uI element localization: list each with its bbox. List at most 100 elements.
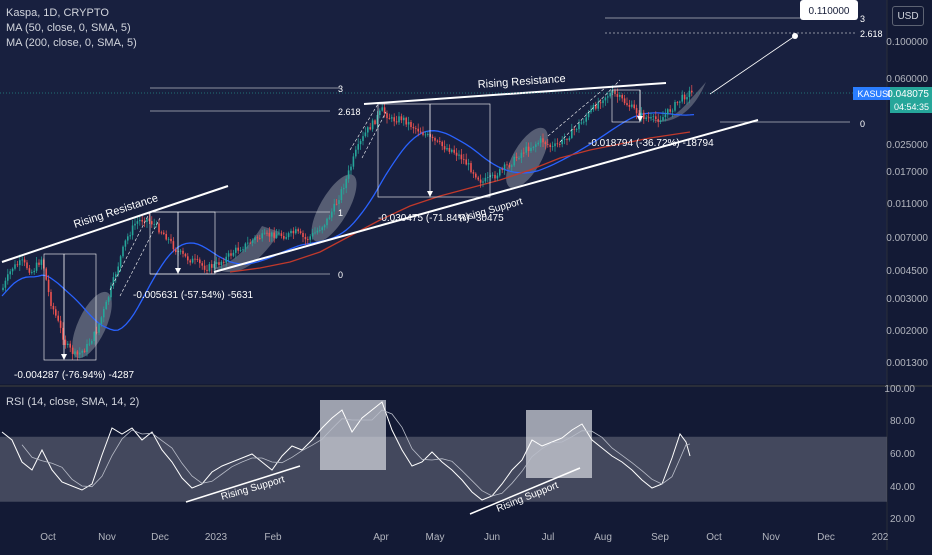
candle-body (167, 238, 170, 240)
candle-body (223, 261, 225, 263)
candle-body (405, 117, 407, 125)
candle-body (659, 120, 662, 122)
candle-body (631, 104, 633, 107)
candle-body (112, 277, 115, 286)
rsi-tick-label: 80.00 (890, 416, 915, 427)
candle-body (131, 225, 134, 236)
candle-body (667, 109, 669, 115)
drop-3-arrowhead (427, 191, 433, 197)
candle-body (657, 119, 659, 122)
candle-body (319, 230, 321, 231)
rsi-line (1, 401, 691, 501)
candle-body (376, 114, 379, 124)
rsi-overbought-oversold-band (0, 436, 887, 502)
candle-body (165, 233, 167, 240)
candle-body (506, 164, 508, 166)
candle-body (93, 331, 95, 342)
candle-body (45, 268, 47, 280)
candle-body (311, 233, 314, 237)
rsi-rising-support-line-2 (469, 467, 581, 515)
candle-body (398, 116, 400, 123)
candle-body (115, 274, 117, 278)
candle-body (155, 223, 158, 225)
candle-body (549, 144, 551, 148)
candle-body (381, 107, 383, 111)
rsi-tick-label: 60.00 (890, 449, 915, 460)
price-tick-label: 0.025000 (886, 140, 928, 151)
candle-body (542, 138, 544, 143)
candle-body (484, 177, 487, 182)
candle-body (544, 142, 547, 145)
candle-body (187, 256, 189, 261)
candle-body (635, 108, 638, 114)
ma50-legend[interactable]: MA (50, close, 0, SMA, 5) (6, 22, 131, 34)
legend: Kaspa, 1D, CRYPTO MA (50, close, 0, SMA,… (6, 6, 137, 51)
candle-body (391, 117, 393, 119)
candle-body (235, 247, 237, 253)
candle-body (647, 117, 650, 119)
candle-body (251, 240, 254, 243)
candle-body (182, 250, 184, 254)
candle-body (151, 221, 153, 225)
rising-support-line (213, 119, 759, 273)
rsi-band-layer (0, 400, 887, 502)
candle-body (141, 219, 143, 222)
rsi-tick-label: 20.00 (890, 514, 915, 525)
candle-body (139, 219, 141, 222)
x-tick-label: Oct (706, 532, 722, 543)
candle-body (134, 223, 136, 226)
candle-body (621, 95, 623, 99)
candle-body (499, 169, 501, 176)
drop-2-arrowhead (175, 268, 181, 274)
target-point (792, 33, 798, 39)
rsi-tick-label: 100.00 (884, 384, 915, 395)
price-pane (0, 0, 887, 384)
candle-body (415, 128, 417, 130)
candle-body (122, 246, 124, 257)
candle-body (487, 177, 489, 178)
candle-body (513, 156, 515, 166)
candle-body (491, 174, 494, 176)
price-tick-label: 0.002000 (886, 326, 928, 337)
rsi-legend[interactable]: RSI (14, close, SMA, 14, 2) (6, 396, 140, 408)
x-tick-label: Feb (264, 532, 282, 543)
candle-body (554, 143, 556, 147)
x-tick-label: Aug (594, 532, 612, 543)
candle-body (59, 320, 62, 328)
candle-body (511, 165, 513, 167)
rsi-highlight-box (320, 400, 386, 470)
candle-body (655, 116, 657, 120)
candle-body (410, 121, 412, 128)
candle-body (211, 264, 213, 268)
candle-body (448, 148, 451, 152)
candle-body (259, 238, 261, 240)
candle-body (551, 146, 554, 148)
candle-body (688, 90, 691, 98)
candle-body (614, 90, 616, 95)
candle-body (28, 268, 31, 273)
candle-body (403, 117, 405, 121)
candle-body (674, 101, 676, 111)
price-tick-label: 0.060000 (886, 74, 928, 85)
drop-1-box (43, 253, 97, 361)
candle-body (261, 233, 263, 239)
ma200-legend[interactable]: MA (200, close, 0, SMA, 5) (6, 37, 137, 49)
candle-body (52, 305, 55, 310)
candle-body (568, 137, 571, 141)
candle-body (458, 154, 460, 156)
candle-body (371, 120, 374, 130)
currency-badge[interactable]: USD (892, 6, 924, 26)
x-tick-label: Apr (373, 532, 389, 543)
candle-body (321, 227, 323, 231)
candle-body (347, 170, 350, 179)
candle-body (431, 136, 434, 139)
candle-body (386, 113, 388, 119)
candle-body (254, 237, 256, 241)
candle-body (136, 221, 139, 224)
candle-body (494, 174, 496, 179)
candle-body (626, 103, 628, 106)
candle-body (103, 309, 105, 318)
chart-title[interactable]: Kaspa, 1D, CRYPTO (6, 7, 109, 19)
